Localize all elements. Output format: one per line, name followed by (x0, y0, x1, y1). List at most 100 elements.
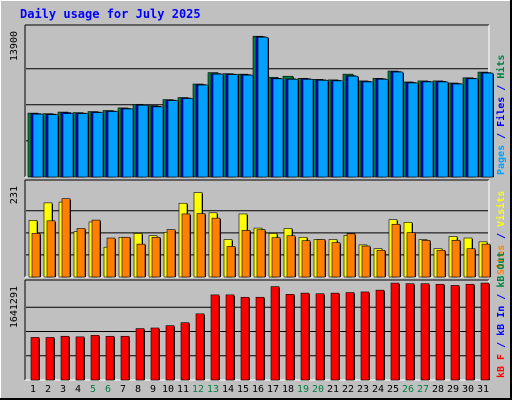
bar-sites-day-21 (331, 242, 341, 278)
x-tick-label-2: 2 (45, 384, 51, 395)
bar-kb-f-day-13 (210, 294, 220, 381)
legend-item: Sites (495, 245, 507, 275)
bar-sites-day-30 (466, 248, 476, 278)
bar-pages-day-9 (152, 106, 164, 178)
legend-item: / (496, 127, 507, 145)
bar-kb-f-day-9 (150, 327, 160, 381)
x-tick-label-21: 21 (327, 384, 339, 395)
x-tick-label-15: 15 (237, 384, 249, 395)
panel-2-legend: Sites / Visits (495, 191, 507, 275)
bar-pages-day-11 (182, 98, 194, 178)
bar-pages-day-25 (392, 71, 404, 178)
bar-kb-f-day-2 (45, 337, 55, 381)
x-tick-label-10: 10 (162, 384, 174, 395)
bar-pages-day-15 (242, 74, 254, 178)
x-tick-label-25: 25 (387, 384, 399, 395)
bar-sites-day-19 (301, 240, 311, 278)
bar-sites-day-28 (436, 249, 446, 278)
x-tick-label-17: 17 (267, 384, 279, 395)
legend-item: Hits (495, 55, 507, 79)
x-tick-label-27: 27 (417, 384, 429, 395)
bar-sites-day-12 (196, 213, 206, 278)
bar-sites-day-8 (136, 243, 146, 278)
bar-sites-day-31 (481, 243, 491, 278)
x-tick-label-11: 11 (177, 384, 189, 395)
bar-kb-f-day-20 (315, 293, 325, 381)
bar-kb-f-day-17 (270, 286, 280, 381)
bar-pages-day-26 (407, 82, 419, 178)
bar-kb-f-day-16 (255, 296, 265, 381)
x-tick-label-31: 31 (477, 384, 489, 395)
panel-2-max-label: 231 (9, 186, 20, 204)
x-tick-label-23: 23 (357, 384, 369, 395)
bar-kb-f-day-27 (420, 283, 430, 381)
bar-kb-f-day-8 (135, 328, 145, 381)
bar-sites-day-26 (406, 232, 416, 278)
bar-sites-day-1 (31, 233, 41, 278)
bar-kb-f-day-31 (480, 282, 490, 381)
x-tick-label-16: 16 (252, 384, 264, 395)
bar-sites-day-7 (121, 236, 131, 278)
bar-pages-day-23 (362, 81, 374, 178)
bar-pages-day-22 (347, 75, 359, 178)
bar-sites-day-14 (226, 246, 236, 278)
x-tick-label-19: 19 (297, 384, 309, 395)
x-tick-label-9: 9 (150, 384, 156, 395)
legend-item: kB F (496, 354, 507, 378)
legend-item: Files (495, 97, 507, 127)
bar-sites-day-16 (256, 229, 266, 278)
bar-pages-day-19 (302, 79, 314, 178)
bar-sites-day-4 (76, 228, 86, 278)
bar-pages-day-21 (332, 80, 344, 178)
chart-title: Daily usage for July 2025 (20, 7, 201, 21)
bar-pages-day-18 (287, 79, 299, 178)
bar-sites-day-11 (181, 213, 191, 278)
bar-kb-f-day-24 (375, 289, 385, 381)
bar-kb-f-day-19 (300, 292, 310, 381)
bar-sites-day-15 (241, 230, 251, 278)
bar-pages-day-16 (257, 36, 269, 178)
x-tick-label-12: 12 (192, 384, 204, 395)
bar-kb-f-day-28 (435, 283, 445, 381)
bar-pages-day-10 (167, 100, 179, 178)
bar-sites-day-17 (271, 237, 281, 278)
x-tick-label-18: 18 (282, 384, 294, 395)
bar-pages-day-20 (317, 80, 329, 178)
bar-pages-day-1 (32, 113, 44, 178)
bar-sites-day-24 (376, 249, 386, 278)
x-tick-label-28: 28 (432, 384, 444, 395)
legend-item: / (496, 79, 507, 97)
bar-sites-day-27 (421, 240, 431, 278)
panel-3-max-label: 1641291 (9, 286, 20, 328)
bar-kb-f-day-15 (240, 296, 250, 381)
x-tick-label-8: 8 (135, 384, 141, 395)
legend-item: kB Out (496, 252, 507, 288)
bar-sites-day-13 (211, 217, 221, 278)
bar-sites-day-9 (151, 236, 161, 278)
bar-sites-day-3 (61, 198, 71, 278)
bar-kb-f-day-12 (195, 313, 205, 381)
bar-pages-day-28 (437, 81, 449, 178)
panel-1-legend: Pages / Files / Hits (495, 55, 507, 175)
bar-sites-day-18 (286, 235, 296, 278)
bar-pages-day-13 (212, 73, 224, 178)
bar-sites-day-5 (91, 219, 101, 278)
bar-kb-f-day-10 (165, 325, 175, 381)
bar-pages-day-5 (92, 112, 104, 178)
panel-3-legend: kB F / kB In / kB Out (496, 252, 507, 378)
x-tick-label-22: 22 (342, 384, 354, 395)
bar-pages-day-8 (137, 105, 149, 178)
bar-kb-f-day-3 (60, 335, 70, 381)
legend-item: / (496, 336, 507, 354)
x-tick-label-14: 14 (222, 384, 234, 395)
legend-item: / (496, 227, 507, 245)
bar-kb-f-day-5 (90, 335, 100, 381)
bar-pages-day-12 (197, 84, 209, 178)
x-tick-label-30: 30 (462, 384, 474, 395)
bar-sites-day-22 (346, 233, 356, 278)
x-tick-label-20: 20 (312, 384, 324, 395)
bar-pages-day-30 (467, 78, 479, 178)
bar-kb-f-day-30 (465, 283, 475, 381)
x-tick-label-24: 24 (372, 384, 384, 395)
